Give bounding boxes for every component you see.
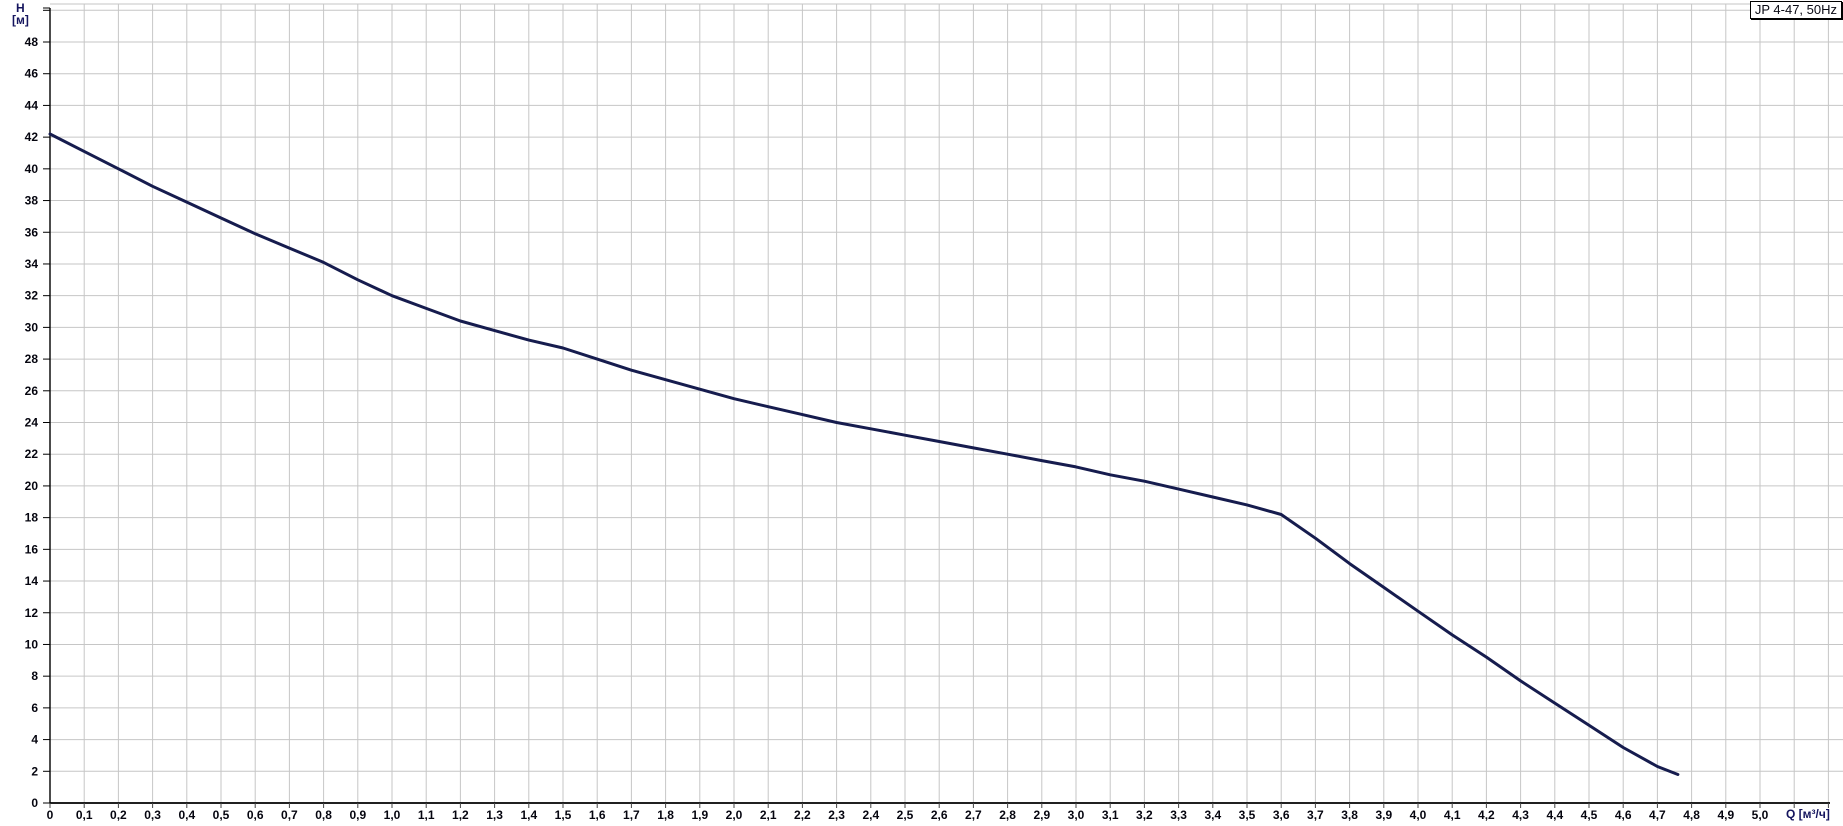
pump-curve [48,132,1680,776]
svg-text:8: 8 [31,669,38,683]
svg-text:22: 22 [25,447,39,461]
svg-text:3,2: 3,2 [1136,808,1153,822]
svg-text:3,4: 3,4 [1204,808,1221,822]
svg-text:1,8: 1,8 [657,808,674,822]
svg-text:0,4: 0,4 [178,808,195,822]
y-axis-unit-symbol: H [16,1,25,15]
svg-text:0,3: 0,3 [144,808,161,822]
svg-text:4,4: 4,4 [1546,808,1563,822]
svg-text:4,0: 4,0 [1410,808,1427,822]
x-axis-unit-label: Q [м³/ч] [1786,807,1830,821]
svg-text:1,4: 1,4 [520,808,537,822]
svg-text:32: 32 [25,289,39,303]
svg-text:3,9: 3,9 [1375,808,1392,822]
axes [49,8,1830,804]
svg-text:0,5: 0,5 [213,808,230,822]
svg-text:42: 42 [25,130,39,144]
curve-legend-box: JP 4-47, 50Hz [1749,1,1842,19]
svg-text:2,0: 2,0 [726,808,743,822]
svg-text:4,6: 4,6 [1615,808,1632,822]
svg-text:4,9: 4,9 [1717,808,1734,822]
svg-text:20: 20 [25,479,39,493]
svg-text:48: 48 [25,35,39,49]
svg-text:14: 14 [25,574,39,588]
svg-text:3,3: 3,3 [1170,808,1187,822]
svg-text:2,2: 2,2 [794,808,811,822]
svg-text:1,5: 1,5 [555,808,572,822]
svg-text:4,8: 4,8 [1683,808,1700,822]
grid-lines [50,3,1843,803]
svg-text:3,8: 3,8 [1341,808,1358,822]
svg-text:34: 34 [25,257,39,271]
svg-text:16: 16 [25,542,39,556]
svg-text:46: 46 [25,67,39,81]
svg-text:24: 24 [25,416,39,430]
svg-text:5,0: 5,0 [1752,808,1769,822]
y-axis-unit-bracket: [м] [12,13,29,27]
svg-text:0,9: 0,9 [349,808,366,822]
svg-text:4: 4 [31,733,38,747]
svg-text:2,1: 2,1 [760,808,777,822]
svg-text:2: 2 [31,764,38,778]
svg-text:1,2: 1,2 [452,808,469,822]
svg-text:40: 40 [25,162,39,176]
svg-text:2,6: 2,6 [931,808,948,822]
svg-text:2,7: 2,7 [965,808,982,822]
svg-text:2,4: 2,4 [862,808,879,822]
svg-text:36: 36 [25,225,39,239]
svg-text:38: 38 [25,194,39,208]
svg-text:18: 18 [25,511,39,525]
curve-legend-label: JP 4-47, 50Hz [1754,2,1837,17]
svg-text:0,8: 0,8 [315,808,332,822]
svg-text:10: 10 [25,637,39,651]
svg-text:3,7: 3,7 [1307,808,1324,822]
svg-text:1,6: 1,6 [589,808,606,822]
svg-text:1,0: 1,0 [384,808,401,822]
svg-text:0,7: 0,7 [281,808,298,822]
svg-text:6: 6 [31,701,38,715]
svg-text:3,0: 3,0 [1068,808,1085,822]
tick-marks [43,7,1829,808]
svg-text:1,1: 1,1 [418,808,435,822]
svg-text:4,3: 4,3 [1512,808,1529,822]
svg-text:26: 26 [25,384,39,398]
svg-text:0: 0 [31,796,38,810]
svg-text:4,2: 4,2 [1478,808,1495,822]
svg-text:3,6: 3,6 [1273,808,1290,822]
svg-text:2,8: 2,8 [999,808,1016,822]
svg-text:28: 28 [25,352,39,366]
svg-text:4,5: 4,5 [1581,808,1598,822]
svg-text:4,7: 4,7 [1649,808,1666,822]
svg-text:0: 0 [47,808,54,822]
svg-text:44: 44 [25,98,39,112]
svg-text:1,3: 1,3 [486,808,503,822]
svg-text:3,5: 3,5 [1239,808,1256,822]
x-tick-labels: 0 0,1 0,2 0,3 0,4 0,5 0,6 0,7 0,8 0,9 1,0 1,1 1,2 1,3… [47,808,1769,822]
svg-text:0,1: 0,1 [76,808,93,822]
svg-text:3,1: 3,1 [1102,808,1119,822]
svg-text:2,9: 2,9 [1033,808,1050,822]
svg-text:2,5: 2,5 [897,808,914,822]
y-tick-labels: 0246810121416182022242628303234363840424… [25,35,39,810]
svg-text:1,9: 1,9 [691,808,708,822]
svg-text:30: 30 [25,320,39,334]
svg-text:0,6: 0,6 [247,808,264,822]
svg-text:1,7: 1,7 [623,808,640,822]
svg-text:12: 12 [25,606,39,620]
svg-text:4,1: 4,1 [1444,808,1461,822]
svg-text:0,2: 0,2 [110,808,127,822]
svg-text:2,3: 2,3 [828,808,845,822]
